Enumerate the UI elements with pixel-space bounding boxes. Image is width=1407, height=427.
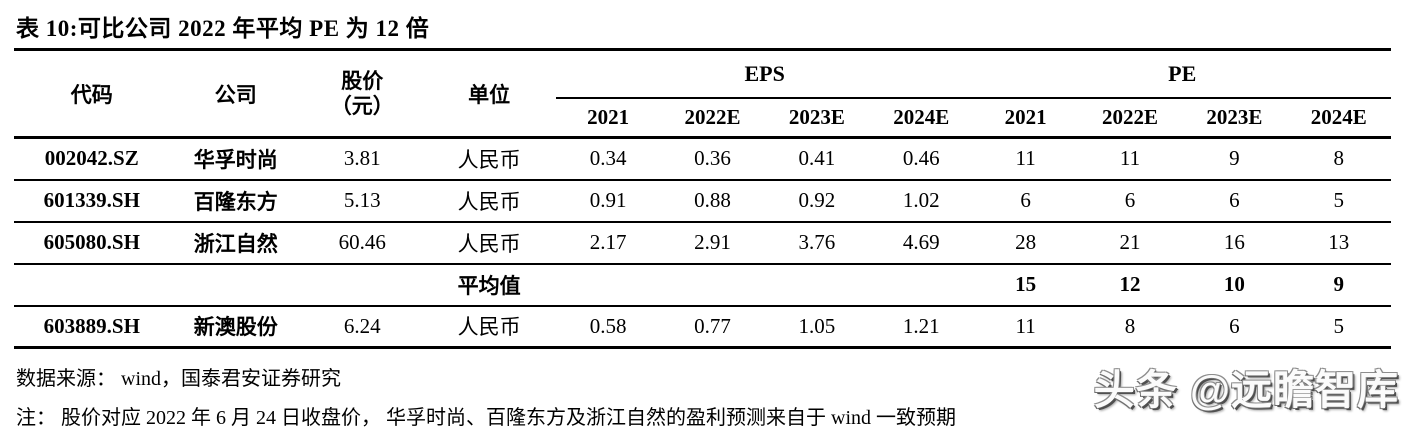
cell-code: 605080.SH [14, 221, 170, 265]
cell-pe-2023e: 6 [1182, 305, 1287, 349]
cell-empty [555, 263, 661, 307]
cell-empty [302, 263, 423, 307]
cell-pe-2021: 6 [973, 179, 1078, 223]
cell-avg-pe-2023e: 10 [1182, 263, 1287, 307]
cell-pe-2021: 28 [973, 221, 1078, 265]
col-header-price: 股价 （元） [302, 49, 423, 139]
cell-pe-2022e: 8 [1077, 305, 1183, 349]
cell-code: 002042.SZ [14, 137, 170, 181]
table-row-huafu: 002042.SZ 华孚时尚 3.81 人民币 0.34 0.36 0.41 0… [14, 137, 1391, 181]
price-header-line2: （元） [330, 93, 394, 118]
cell-pe-2023e: 9 [1182, 137, 1287, 181]
header-year-row: 2021 2022E 2023E 2024E 2021 2022E 2023E … [14, 97, 1391, 139]
col-header-pe-2024e: 2024E [1286, 97, 1391, 139]
cell-pe-2024e: 5 [1286, 305, 1391, 349]
col-header-unit: 单位 [422, 49, 556, 139]
cell-eps-2023e: 1.05 [764, 305, 870, 349]
cell-pe-2024e: 8 [1286, 137, 1391, 181]
col-header-eps-2022e: 2022E [660, 97, 765, 139]
cell-price: 5.13 [302, 179, 423, 223]
cell-eps-2024e: 1.02 [869, 179, 974, 223]
cell-empty [660, 263, 765, 307]
table-row-bailong: 601339.SH 百隆东方 5.13 人民币 0.91 0.88 0.92 1… [14, 179, 1391, 223]
cell-pe-2021: 11 [973, 137, 1078, 181]
col-header-eps-2024e: 2024E [869, 97, 974, 139]
cell-code: 601339.SH [14, 179, 170, 223]
cell-price: 3.81 [302, 137, 423, 181]
cell-empty [869, 263, 974, 307]
table-row-zhejiang: 605080.SH 浙江自然 60.46 人民币 2.17 2.91 3.76 … [14, 221, 1391, 265]
cell-eps-2024e: 0.46 [869, 137, 974, 181]
cell-pe-2023e: 6 [1182, 179, 1287, 223]
cell-unit: 人民币 [422, 305, 556, 349]
cell-pe-2022e: 21 [1077, 221, 1183, 265]
cell-eps-2022e: 0.36 [660, 137, 765, 181]
comparable-companies-table: 代码 公司 股价 （元） 单位 EPS PE 2021 2022E 2023E … [14, 48, 1391, 349]
table-title: 表 10:可比公司 2022 年平均 PE 为 12 倍 [16, 16, 430, 41]
cell-avg-pe-2022e: 12 [1077, 263, 1183, 307]
cell-eps-2022e: 0.88 [660, 179, 765, 223]
cell-empty [764, 263, 870, 307]
col-group-eps: EPS [555, 49, 974, 99]
cell-empty [14, 263, 170, 307]
cell-eps-2021: 0.58 [555, 305, 661, 349]
col-group-pe: PE [973, 49, 1391, 99]
col-header-eps-2023e: 2023E [764, 97, 870, 139]
cell-avg-pe-2024e: 9 [1286, 263, 1391, 307]
col-header-pe-2022e: 2022E [1077, 97, 1183, 139]
cell-company: 新澳股份 [169, 305, 303, 349]
col-header-code: 代码 [14, 49, 170, 139]
cell-average-label: 平均值 [422, 263, 556, 307]
cell-eps-2023e: 3.76 [764, 221, 870, 265]
cell-pe-2024e: 5 [1286, 179, 1391, 223]
cell-eps-2021: 2.17 [555, 221, 661, 265]
col-header-pe-2023e: 2023E [1182, 97, 1287, 139]
cell-company: 百隆东方 [169, 179, 303, 223]
cell-eps-2021: 0.34 [555, 137, 661, 181]
col-header-eps-2021: 2021 [555, 97, 661, 139]
cell-pe-2022e: 6 [1077, 179, 1183, 223]
cell-price: 60.46 [302, 221, 423, 265]
header-group-row: 代码 公司 股价 （元） 单位 EPS PE [14, 49, 1391, 139]
price-header-line1: 股价 [341, 69, 384, 94]
watermark-toutiao-yuanzhan: 头条 @远瞻智库 [1093, 367, 1399, 413]
cell-pe-2024e: 13 [1286, 221, 1391, 265]
cell-pe-2023e: 16 [1182, 221, 1287, 265]
footnote: 注： 股价对应 2022 年 6 月 24 日收盘价， 华孚时尚、百隆东方及浙江… [16, 407, 956, 427]
data-source-note: 数据来源： wind，国泰君安证券研究 [16, 368, 341, 390]
col-header-company: 公司 [169, 49, 303, 139]
cell-eps-2023e: 0.92 [764, 179, 870, 223]
cell-pe-2021: 11 [973, 305, 1078, 349]
cell-empty [169, 263, 303, 307]
cell-unit: 人民币 [422, 137, 556, 181]
cell-eps-2023e: 0.41 [764, 137, 870, 181]
cell-unit: 人民币 [422, 179, 556, 223]
table-row-xinao: 603889.SH 新澳股份 6.24 人民币 0.58 0.77 1.05 1… [14, 305, 1391, 349]
cell-price: 6.24 [302, 305, 423, 349]
cell-code: 603889.SH [14, 305, 170, 349]
col-header-pe-2021: 2021 [973, 97, 1078, 139]
cell-eps-2024e: 1.21 [869, 305, 974, 349]
cell-eps-2021: 0.91 [555, 179, 661, 223]
cell-eps-2022e: 0.77 [660, 305, 765, 349]
cell-pe-2022e: 11 [1077, 137, 1183, 181]
cell-avg-pe-2021: 15 [973, 263, 1078, 307]
table-row-average: 平均值 15 12 10 9 [14, 263, 1391, 307]
cell-company: 浙江自然 [169, 221, 303, 265]
cell-unit: 人民币 [422, 221, 556, 265]
cell-company: 华孚时尚 [169, 137, 303, 181]
cell-eps-2024e: 4.69 [869, 221, 974, 265]
cell-eps-2022e: 2.91 [660, 221, 765, 265]
